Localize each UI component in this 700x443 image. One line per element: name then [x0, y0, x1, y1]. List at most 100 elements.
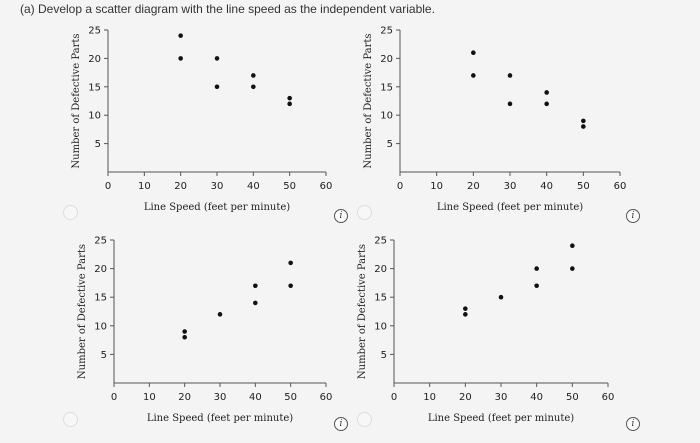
data-point: [534, 266, 539, 271]
data-point: [581, 124, 586, 129]
y-tick-label: 5: [101, 350, 107, 361]
info-icon[interactable]: i: [626, 417, 640, 431]
x-tick-label: 60: [320, 392, 333, 403]
x-tick-label: 30: [211, 181, 224, 192]
question-text: (a) Develop a scatter diagram with the l…: [20, 2, 435, 16]
data-point: [182, 329, 187, 334]
x-tick-label: 20: [467, 181, 480, 192]
x-axis-label: Line Speed (feet per minute): [437, 202, 583, 213]
data-point: [287, 101, 292, 107]
option-radio-2[interactable]: [357, 205, 372, 220]
y-tick-label: 20: [380, 54, 393, 65]
x-tick-label: 0: [391, 392, 397, 403]
x-tick-label: 10: [143, 392, 156, 403]
y-tick-label: 15: [88, 82, 101, 93]
scatter-chart-3: 0 10 20 30 40 50 60 5 10 15 20 25 Line Speed (feet p…: [77, 236, 332, 425]
x-tick-label: 0: [105, 181, 111, 192]
y-axis-label: Number of Defective Parts: [77, 244, 88, 379]
y-tick-label: 5: [381, 350, 387, 361]
y-tick-label: 25: [88, 26, 101, 37]
data-point: [251, 84, 256, 90]
info-icon[interactable]: i: [334, 417, 348, 431]
y-tick-label: 10: [94, 321, 107, 332]
x-tick-label: 50: [284, 392, 297, 403]
y-tick-label: 25: [94, 236, 107, 247]
data-point: [498, 294, 504, 300]
scatter-chart-2: 0 10 20 30 40 50 60 5 10 15 20 25 Line Speed (feet p…: [363, 26, 626, 214]
x-tick-label: 60: [320, 181, 333, 192]
data-point: [534, 283, 539, 289]
x-tick-label: 40: [530, 392, 543, 403]
x-tick-label: 60: [614, 181, 627, 192]
x-tick-label: 20: [174, 181, 187, 192]
y-tick-label: 15: [380, 82, 393, 93]
y-tick-label: 15: [94, 293, 107, 304]
x-tick-label: 0: [111, 392, 117, 403]
x-tick-label: 30: [495, 392, 508, 403]
data-point: [253, 300, 258, 306]
option-radio-4[interactable]: [357, 412, 372, 427]
data-point: [287, 95, 292, 101]
data-point: [178, 33, 183, 38]
y-tick-label: 5: [95, 139, 101, 150]
data-point: [217, 312, 223, 317]
data-point: [471, 50, 476, 56]
scatter-chart-4: 0 10 20 30 40 50 60 5 10 15 20 25 Line Speed (feet p…: [357, 236, 614, 425]
x-tick-label: 40: [247, 181, 260, 192]
y-tick-label: 10: [380, 111, 393, 122]
x-tick-label: 20: [178, 392, 191, 403]
data-point: [570, 243, 575, 249]
x-tick-label: 10: [138, 181, 151, 192]
x-tick-label: 60: [602, 392, 615, 403]
data-point: [463, 312, 468, 317]
x-tick-label: 50: [566, 392, 579, 403]
data-point: [570, 266, 575, 271]
x-tick-label: 30: [214, 392, 227, 403]
data-point: [507, 101, 513, 107]
y-tick-label: 20: [374, 264, 387, 275]
y-tick-label: 10: [374, 321, 387, 332]
data-point: [214, 56, 220, 61]
x-axis-label: Line Speed (feet per minute): [144, 202, 290, 213]
data-point: [507, 73, 513, 78]
y-tick-label: 5: [387, 139, 393, 150]
data-point: [544, 90, 549, 95]
y-tick-label: 25: [374, 236, 387, 247]
x-tick-label: 10: [423, 392, 436, 403]
x-tick-label: 10: [430, 181, 443, 192]
y-tick-label: 25: [380, 26, 393, 37]
data-point: [581, 118, 586, 124]
option-radio-1[interactable]: [63, 205, 78, 220]
info-icon[interactable]: i: [334, 209, 348, 223]
scatter-chart-1: 0 10 20 30 40 50 60 5 10 15 20 25 Line Speed (feet p…: [71, 26, 332, 214]
data-point: [288, 283, 293, 289]
x-axis-label: Line Speed (feet per minute): [147, 413, 293, 424]
x-tick-label: 40: [249, 392, 262, 403]
data-point: [471, 73, 476, 78]
data-point: [214, 84, 220, 90]
x-tick-label: 20: [459, 392, 472, 403]
data-point: [251, 73, 256, 78]
data-point: [544, 101, 549, 107]
data-point: [288, 260, 293, 266]
data-point: [178, 56, 183, 61]
y-tick-label: 20: [88, 54, 101, 65]
x-tick-label: 0: [397, 181, 403, 192]
y-axis-label: Number of Defective Parts: [363, 33, 374, 168]
info-icon[interactable]: i: [626, 209, 640, 223]
option-radio-3[interactable]: [63, 412, 78, 427]
y-tick-label: 20: [94, 264, 107, 275]
x-tick-label: 50: [577, 181, 590, 192]
y-tick-label: 15: [374, 293, 387, 304]
y-axis-label: Number of Defective Parts: [71, 33, 82, 168]
x-tick-label: 50: [283, 181, 296, 192]
data-point: [253, 283, 258, 289]
x-axis-label: Line Speed (feet per minute): [428, 413, 574, 424]
y-tick-label: 10: [88, 111, 101, 122]
y-axis-label: Number of Defective Parts: [357, 244, 368, 379]
x-tick-label: 30: [504, 181, 517, 192]
x-tick-label: 40: [540, 181, 553, 192]
data-point: [182, 334, 187, 340]
data-point: [463, 306, 468, 311]
